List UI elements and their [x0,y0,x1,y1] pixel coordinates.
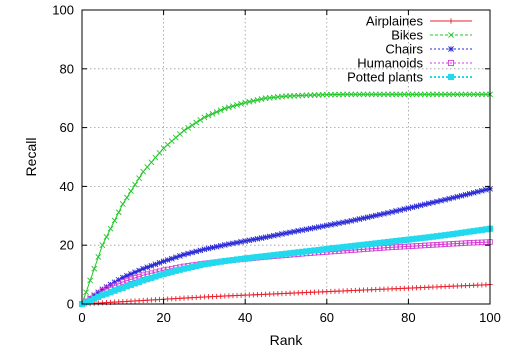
y-tick-label: 0 [67,297,74,312]
x-tick-label: 80 [401,310,415,325]
series-markers [78,225,494,308]
legend-item: Humanoids [357,56,472,71]
axis-ticks: 0 20 40 60 80 100 0 20 40 60 80 100 [52,3,501,326]
x-tick-label: 20 [156,310,170,325]
legend-marker [448,32,454,38]
legend-label: Airplaines [366,14,424,29]
series-markers [79,281,493,307]
legend-label: Humanoids [357,56,423,71]
series-potted-plants [78,225,494,308]
y-tick-label: 60 [60,120,74,135]
x-tick-label: 40 [238,310,252,325]
legend-marker [447,59,455,67]
y-axis-title: Recall [23,138,39,177]
legend-marker [447,73,455,81]
series-markers [79,91,493,307]
y-tick-label: 20 [60,238,74,253]
y-tick-label: 100 [52,3,74,18]
legend-item: Chairs [385,42,472,57]
legend-label: Potted plants [347,70,423,85]
legend-marker [448,46,454,52]
series-airplaines [79,281,493,307]
legend-label: Chairs [385,42,423,57]
x-axis-title: Rank [270,332,304,348]
legend-marker [448,18,454,24]
legend-item: Airplaines [366,14,472,29]
plot-frame [81,9,491,305]
series-layer [78,91,494,308]
x-tick-label: 100 [479,310,501,325]
series-bikes [79,91,493,307]
legend-label: Bikes [391,28,423,43]
legend-item: Potted plants [347,70,472,85]
x-tick-label: 0 [78,310,85,325]
series-humanoids [79,239,493,307]
series-markers [79,239,493,307]
legend-item: Bikes [391,28,472,43]
grid-lines [82,10,490,304]
y-tick-label: 40 [60,179,74,194]
x-tick-label: 60 [320,310,334,325]
y-tick-label: 80 [60,61,74,76]
